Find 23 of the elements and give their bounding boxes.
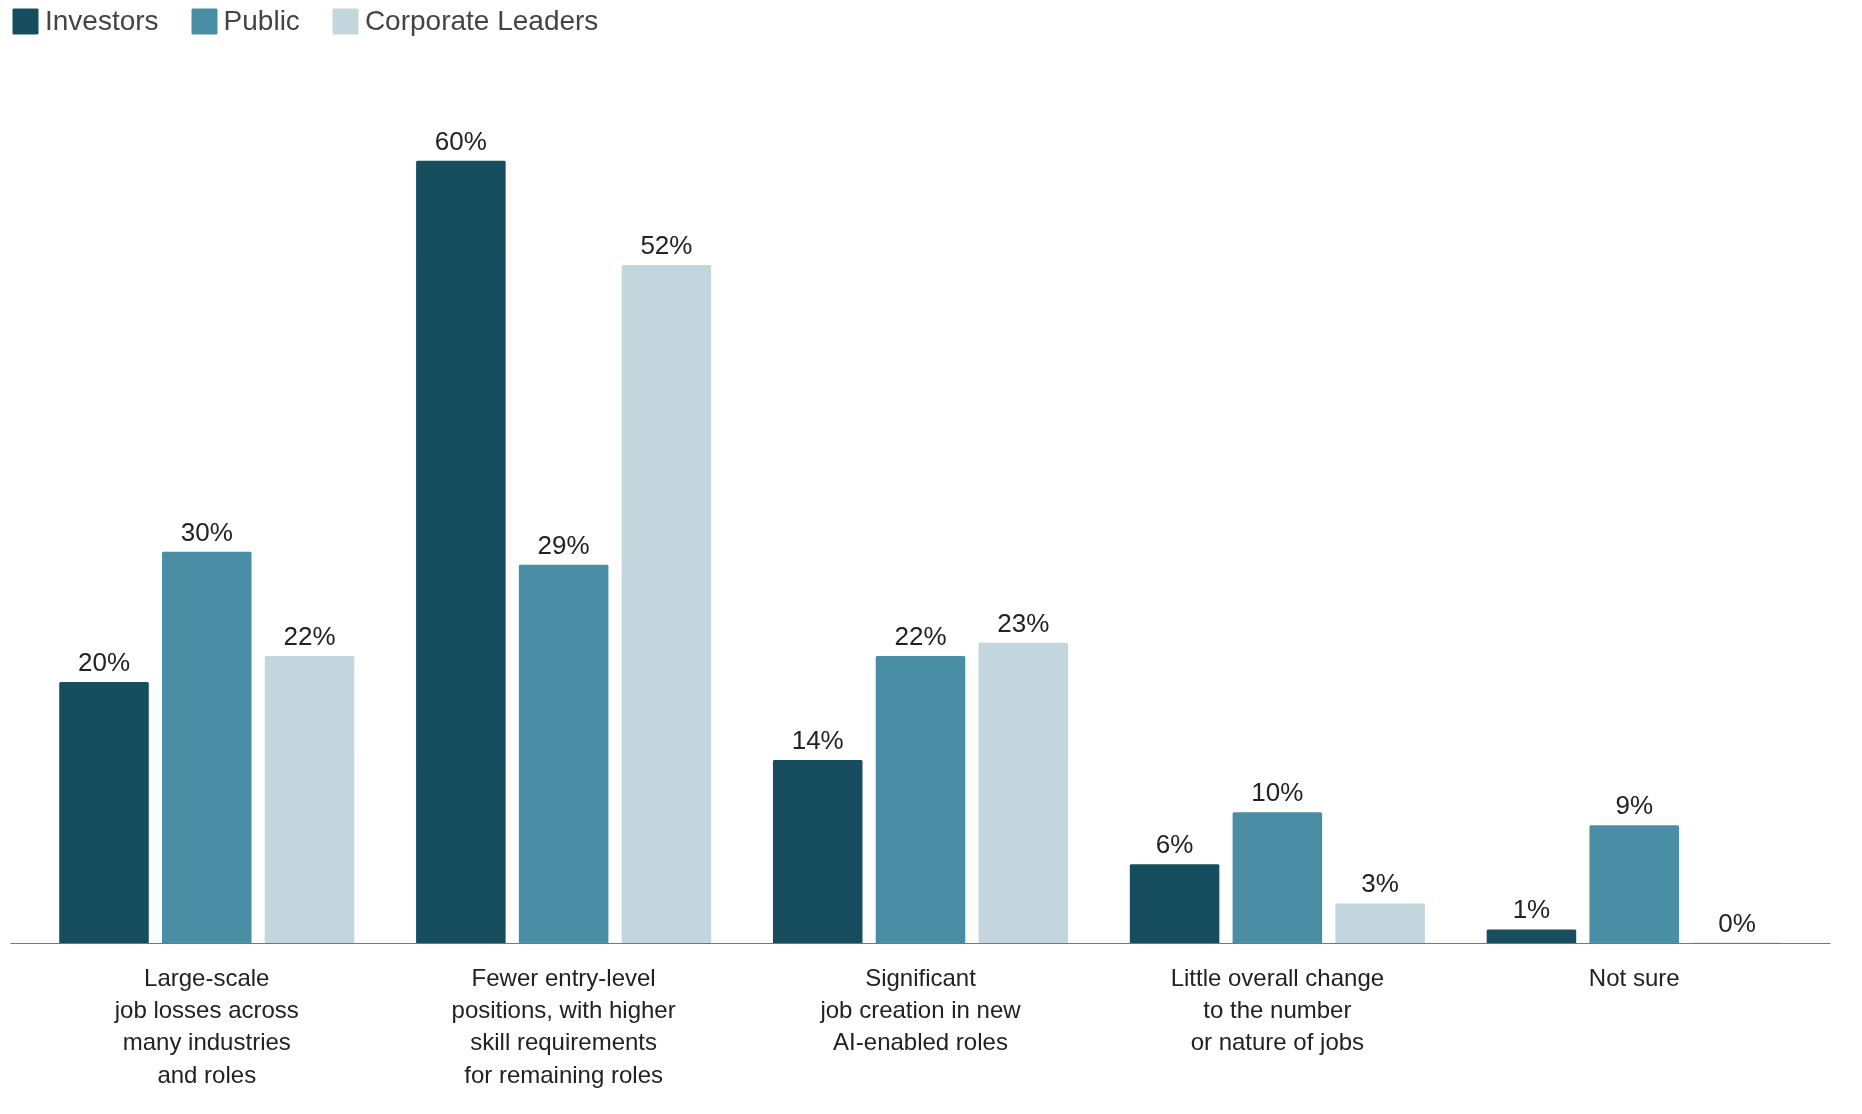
legend-label: Investors [45,5,159,37]
data-label: 9% [1615,790,1654,821]
data-label: 52% [640,230,693,261]
legend-label: Corporate Leaders [364,5,599,37]
data-label: 22% [283,620,336,651]
x-tick-label: Little overall change to the number or nature of jobs [1170,963,1385,1056]
x-tick-label: Fewer entry-level positions, with higher skill requirements for remaining roles [451,963,676,1088]
data-label: 3% [1361,868,1399,899]
data-label: 0% [1718,907,1756,938]
data-label: 14% [791,725,844,756]
data-label: 22% [894,620,947,651]
x-tick-label: Not sure [1588,963,1680,991]
data-label: 10% [1251,777,1304,808]
legend-label: Public [223,5,300,37]
data-label: 6% [1155,829,1194,860]
x-tick-label: Significant job creation in new AI-enabled roles [819,963,1022,1056]
data-label: 23% [997,607,1050,638]
x-tick-label: Large-scale job losses across many industries and roles [113,963,299,1088]
data-label: 1% [1512,894,1551,925]
data-label: 30% [180,516,233,547]
data-label: 60% [434,125,487,156]
data-label: 20% [77,646,131,677]
data-label: 29% [537,529,590,560]
